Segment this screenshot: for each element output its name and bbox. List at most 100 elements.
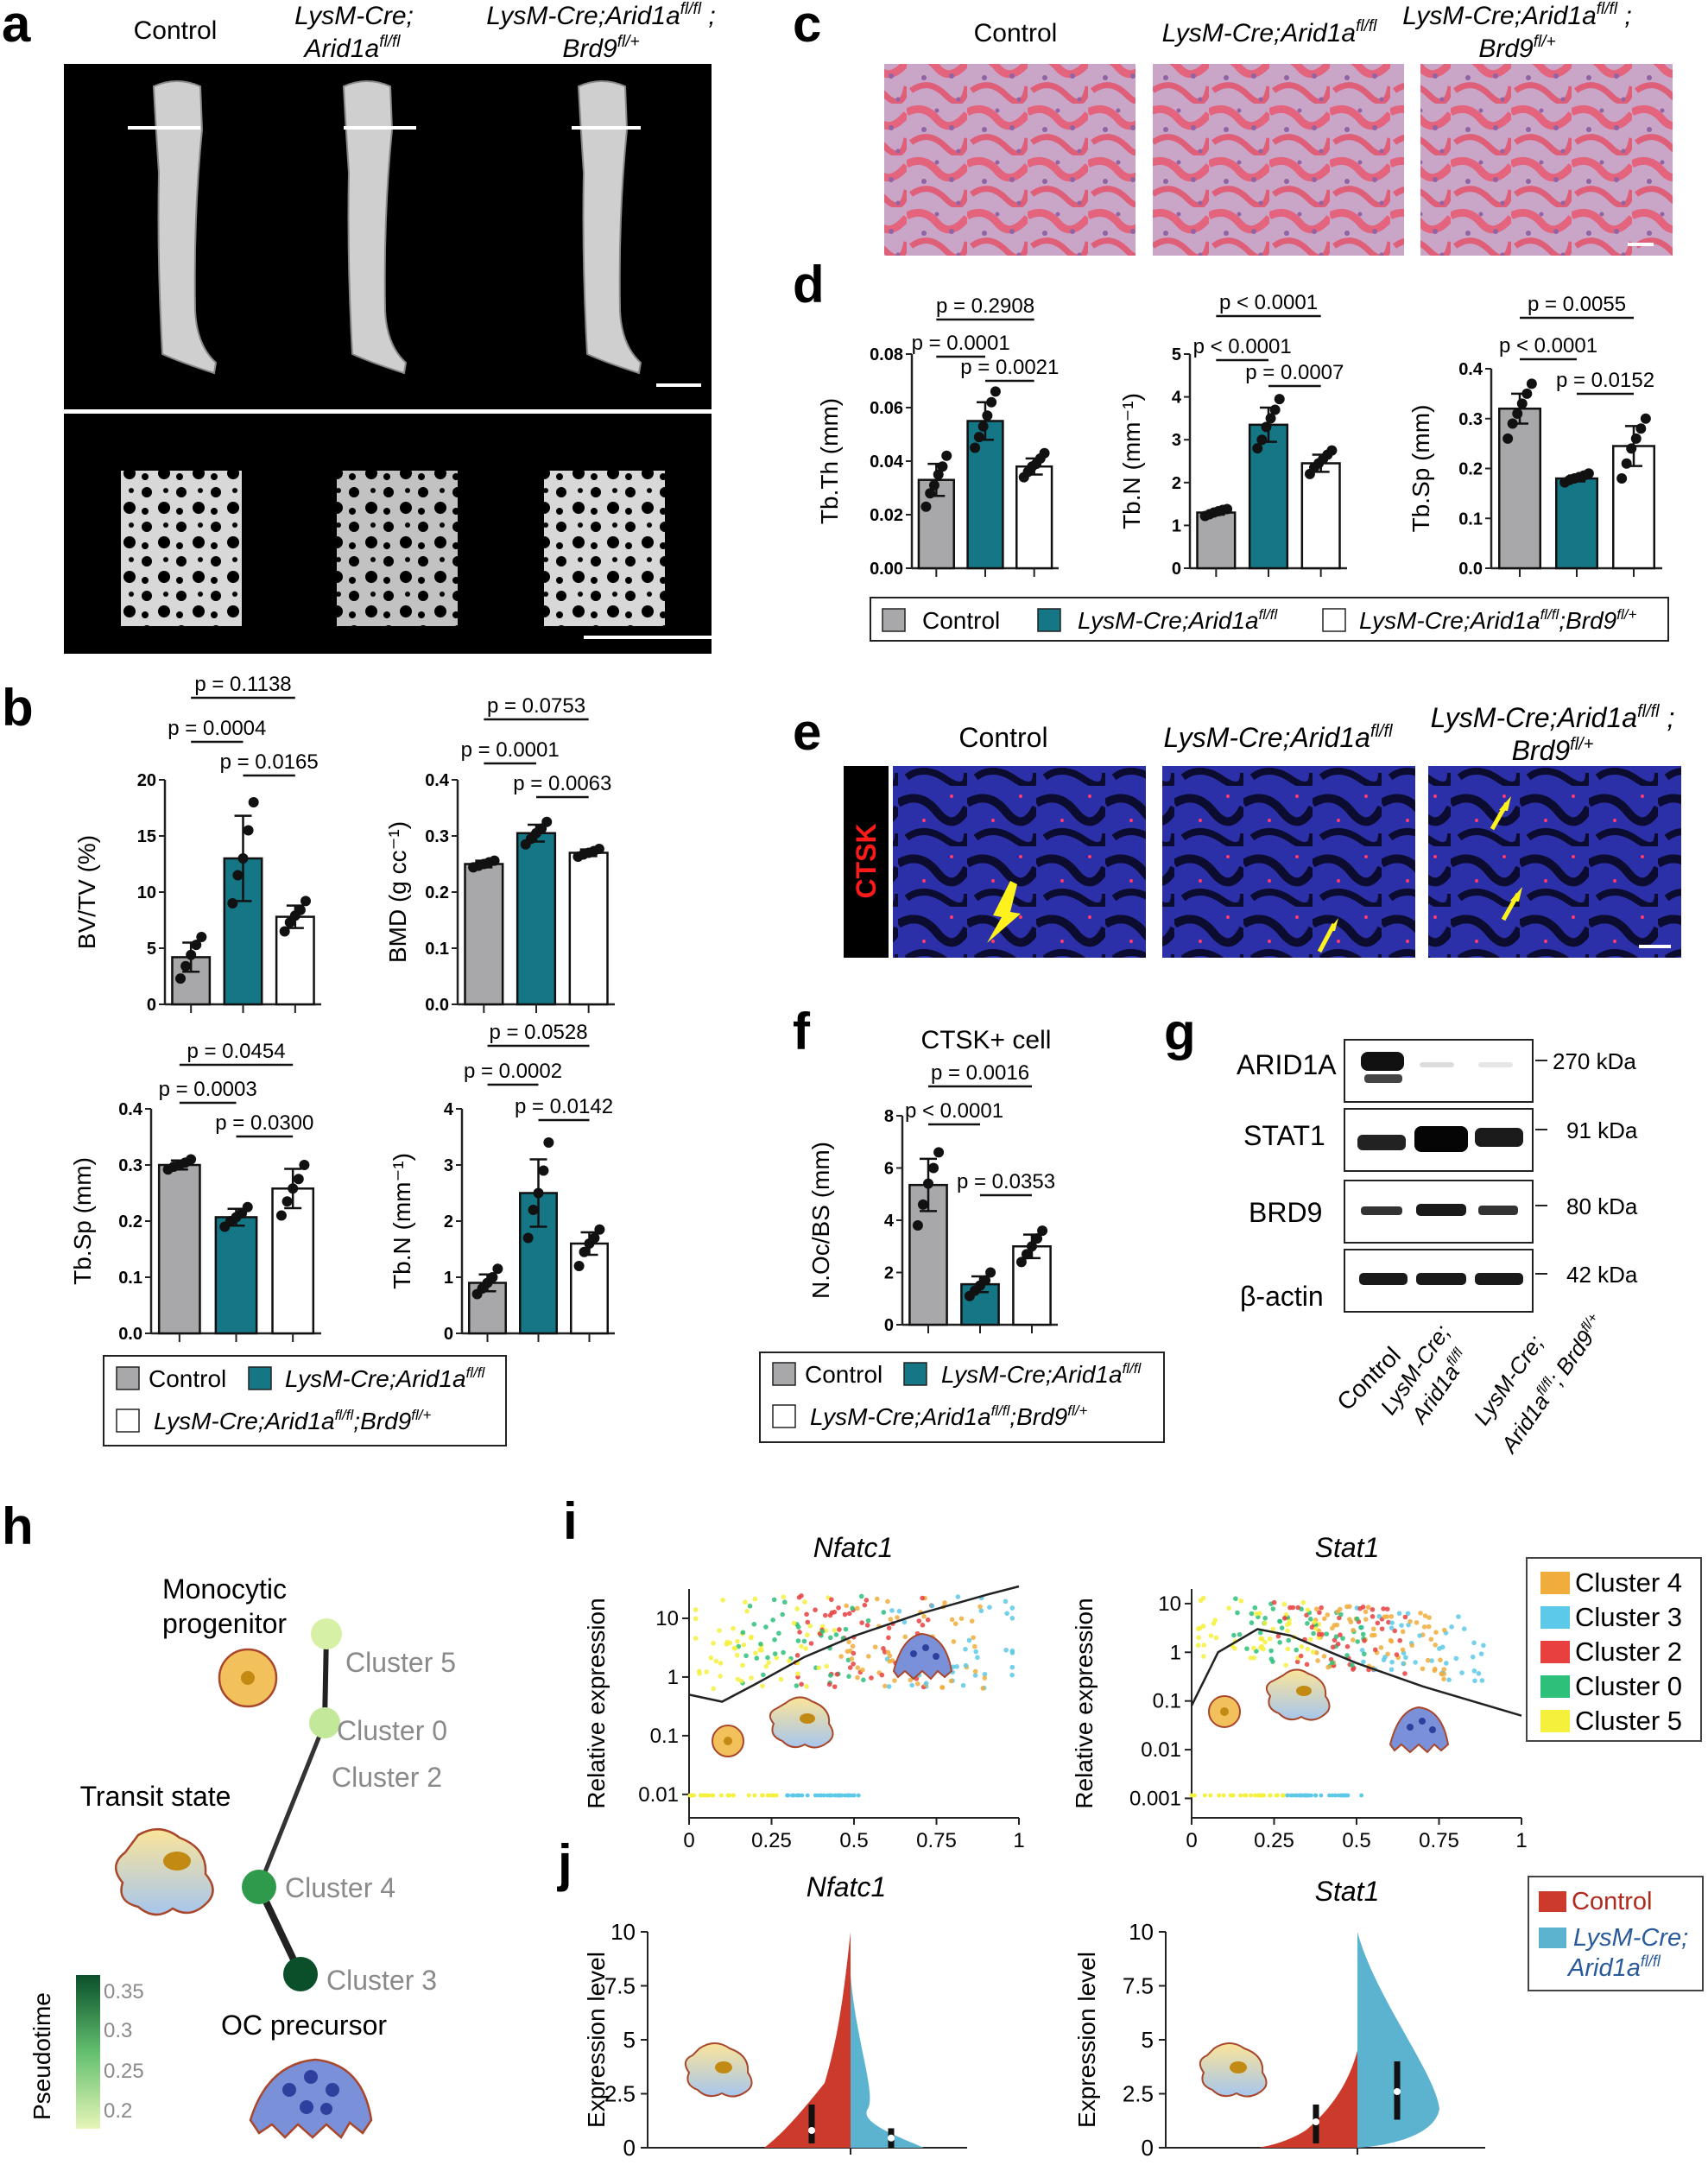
i2-cell-dot	[1238, 1598, 1244, 1604]
i2-cell-dot	[1421, 1624, 1427, 1630]
i2-cell-dot	[1283, 1662, 1288, 1668]
legend-f: Control LysM-Cre;Arid1afl/fl LysM-Cre;Ar…	[759, 1352, 1165, 1443]
j2-ytick-label: 2.5	[1123, 2081, 1154, 2107]
i2-cell-dot	[1198, 1598, 1204, 1604]
d2-ytick-label: 2	[1172, 474, 1181, 493]
b4-ytick-label: 2	[444, 1212, 453, 1231]
i2-cell-dot	[1478, 1651, 1484, 1656]
d1-y-label: Tb.Th (mm)	[816, 398, 843, 524]
i1-cell-dot	[958, 1616, 965, 1622]
legend-f-lysm: LysM-Cre;Arid1afl/fl	[941, 1360, 1142, 1388]
i1-cell-dot	[801, 1638, 807, 1644]
b2-bar-1	[516, 832, 557, 1006]
i2-cell-dot	[1312, 1619, 1317, 1625]
i1-cell-dot	[823, 1612, 828, 1618]
i1-cell-dot	[982, 1671, 988, 1677]
i1-cell-dot	[795, 1638, 801, 1643]
violin-legend: Control LysM-Cre; Arid1afl/fl	[1528, 1876, 1704, 1991]
b1-point-1-2	[237, 853, 249, 864]
b2-ytick-label: 0.3	[425, 827, 449, 846]
i1-monocyte-icon	[712, 1725, 744, 1757]
traj-cell-oc-precursor: OC precursor	[221, 2010, 387, 2041]
b4-point-1-4	[543, 1137, 554, 1148]
i1-cell-dot	[717, 1628, 722, 1633]
f1-point-0-0	[912, 1220, 923, 1231]
i2-cell-dot	[1401, 1661, 1406, 1667]
c-histology-images	[884, 64, 1673, 256]
i2-cell-dot	[1385, 1651, 1390, 1657]
i2-zero-dot	[1243, 1793, 1249, 1798]
i2-cell-dot	[1249, 1620, 1255, 1625]
i1-cell-dot	[963, 1662, 969, 1668]
i1-cell-dot	[861, 1677, 866, 1683]
i1-cell-dot	[727, 1640, 733, 1646]
pseudotime-tick-03: 0.3	[104, 2019, 132, 2042]
d1-pvalue-2: p = 0.0021	[960, 356, 1059, 379]
b2-y-label: BMD (g cc⁻¹)	[384, 821, 411, 963]
i1-cell-dot	[902, 1634, 908, 1640]
i2-cell-dot	[1446, 1677, 1452, 1682]
i1-cell-dot	[829, 1597, 834, 1603]
i1-cell-dot	[889, 1608, 895, 1613]
b2-ytick-label: 0.1	[425, 940, 449, 959]
i1-cell-dot	[693, 1607, 699, 1612]
b4-pvalue-0: p = 0.0528	[489, 1021, 587, 1044]
i2-cell-dot	[1389, 1613, 1395, 1619]
i2-cell-dot	[1382, 1614, 1388, 1620]
i2-cell-dot	[1444, 1661, 1449, 1666]
d2-point-1-2	[1261, 421, 1272, 433]
i1-cell-dot	[781, 1649, 786, 1655]
blot-size-beta-actin: 42 kDa	[1566, 1262, 1638, 1288]
b1-y-label: BV/TV (%)	[73, 835, 100, 949]
i1-cell-dot	[802, 1599, 807, 1605]
i2-zero-dot	[1359, 1793, 1364, 1798]
b2-point-0-4	[489, 855, 500, 866]
j2-ytick-label: 7.5	[1123, 1973, 1154, 1999]
i1-cell-dot	[920, 1595, 925, 1601]
i1-cell-dot	[971, 1635, 976, 1641]
i2-cell-dot	[1259, 1643, 1264, 1649]
d1-ytick-label: 0.08	[870, 345, 903, 364]
chart-j-stat1: 0 2.5 5 7.5 10 Expression level	[1073, 1919, 1485, 2161]
d3-point-2-4	[1635, 423, 1647, 434]
i1-y-label: Relative expression	[583, 1598, 610, 1808]
i2-zero-dot	[1330, 1793, 1335, 1798]
i2-zero-dot	[1285, 1793, 1290, 1798]
b3-point-2-4	[299, 1160, 310, 1170]
i1-cell-dot	[843, 1626, 849, 1632]
d3-ytick-label: 0.2	[1458, 460, 1483, 479]
i1-cell-dot	[980, 1686, 985, 1691]
b1-ytick-label: 10	[137, 883, 156, 902]
i2-cell-dot	[1471, 1668, 1477, 1674]
b3-point-1-4	[242, 1201, 253, 1212]
i2-cell-dot	[1384, 1606, 1390, 1612]
i1-cell-dot	[1004, 1611, 1009, 1617]
i1-cell-dot	[901, 1619, 908, 1625]
i2-zero-dot	[1333, 1793, 1338, 1798]
i2-cell-dot	[1324, 1631, 1330, 1636]
i1-zero-dot	[800, 1793, 805, 1798]
d3-point-0-2	[1512, 408, 1523, 419]
i2-cell-dot	[1268, 1648, 1274, 1654]
a-label-lysm-1: LysM-Cre;	[294, 2, 414, 30]
i2-cell-dot	[1402, 1671, 1408, 1676]
i1-zero-dot	[699, 1793, 705, 1798]
i2-cell-dot	[1271, 1599, 1277, 1605]
i1-cell-dot	[763, 1663, 769, 1669]
i2-cell-dot	[1231, 1632, 1237, 1638]
b3-ytick-label: 0.3	[118, 1156, 142, 1175]
b2-point-2-4	[593, 843, 604, 854]
f1-pvalue-2: p = 0.0353	[957, 1170, 1055, 1193]
i1-cell-dot	[882, 1683, 888, 1689]
i1-cell-dot	[885, 1598, 890, 1605]
i2-cell-dot	[1370, 1626, 1376, 1632]
panel-label-f: f	[793, 1003, 811, 1060]
b4-ytick-label: 1	[444, 1269, 453, 1288]
b1-pvalue-0: p = 0.1138	[194, 673, 291, 696]
blot-size-stat1: 91 kDa	[1566, 1117, 1638, 1143]
i1-xtick-label: 0.25	[751, 1829, 792, 1852]
i2-zero-dot	[1189, 1793, 1194, 1798]
violin-legend-control: Control	[1572, 1888, 1653, 1915]
i1-cell-dot	[874, 1596, 880, 1602]
d1-ytick-label: 0.06	[870, 399, 903, 418]
